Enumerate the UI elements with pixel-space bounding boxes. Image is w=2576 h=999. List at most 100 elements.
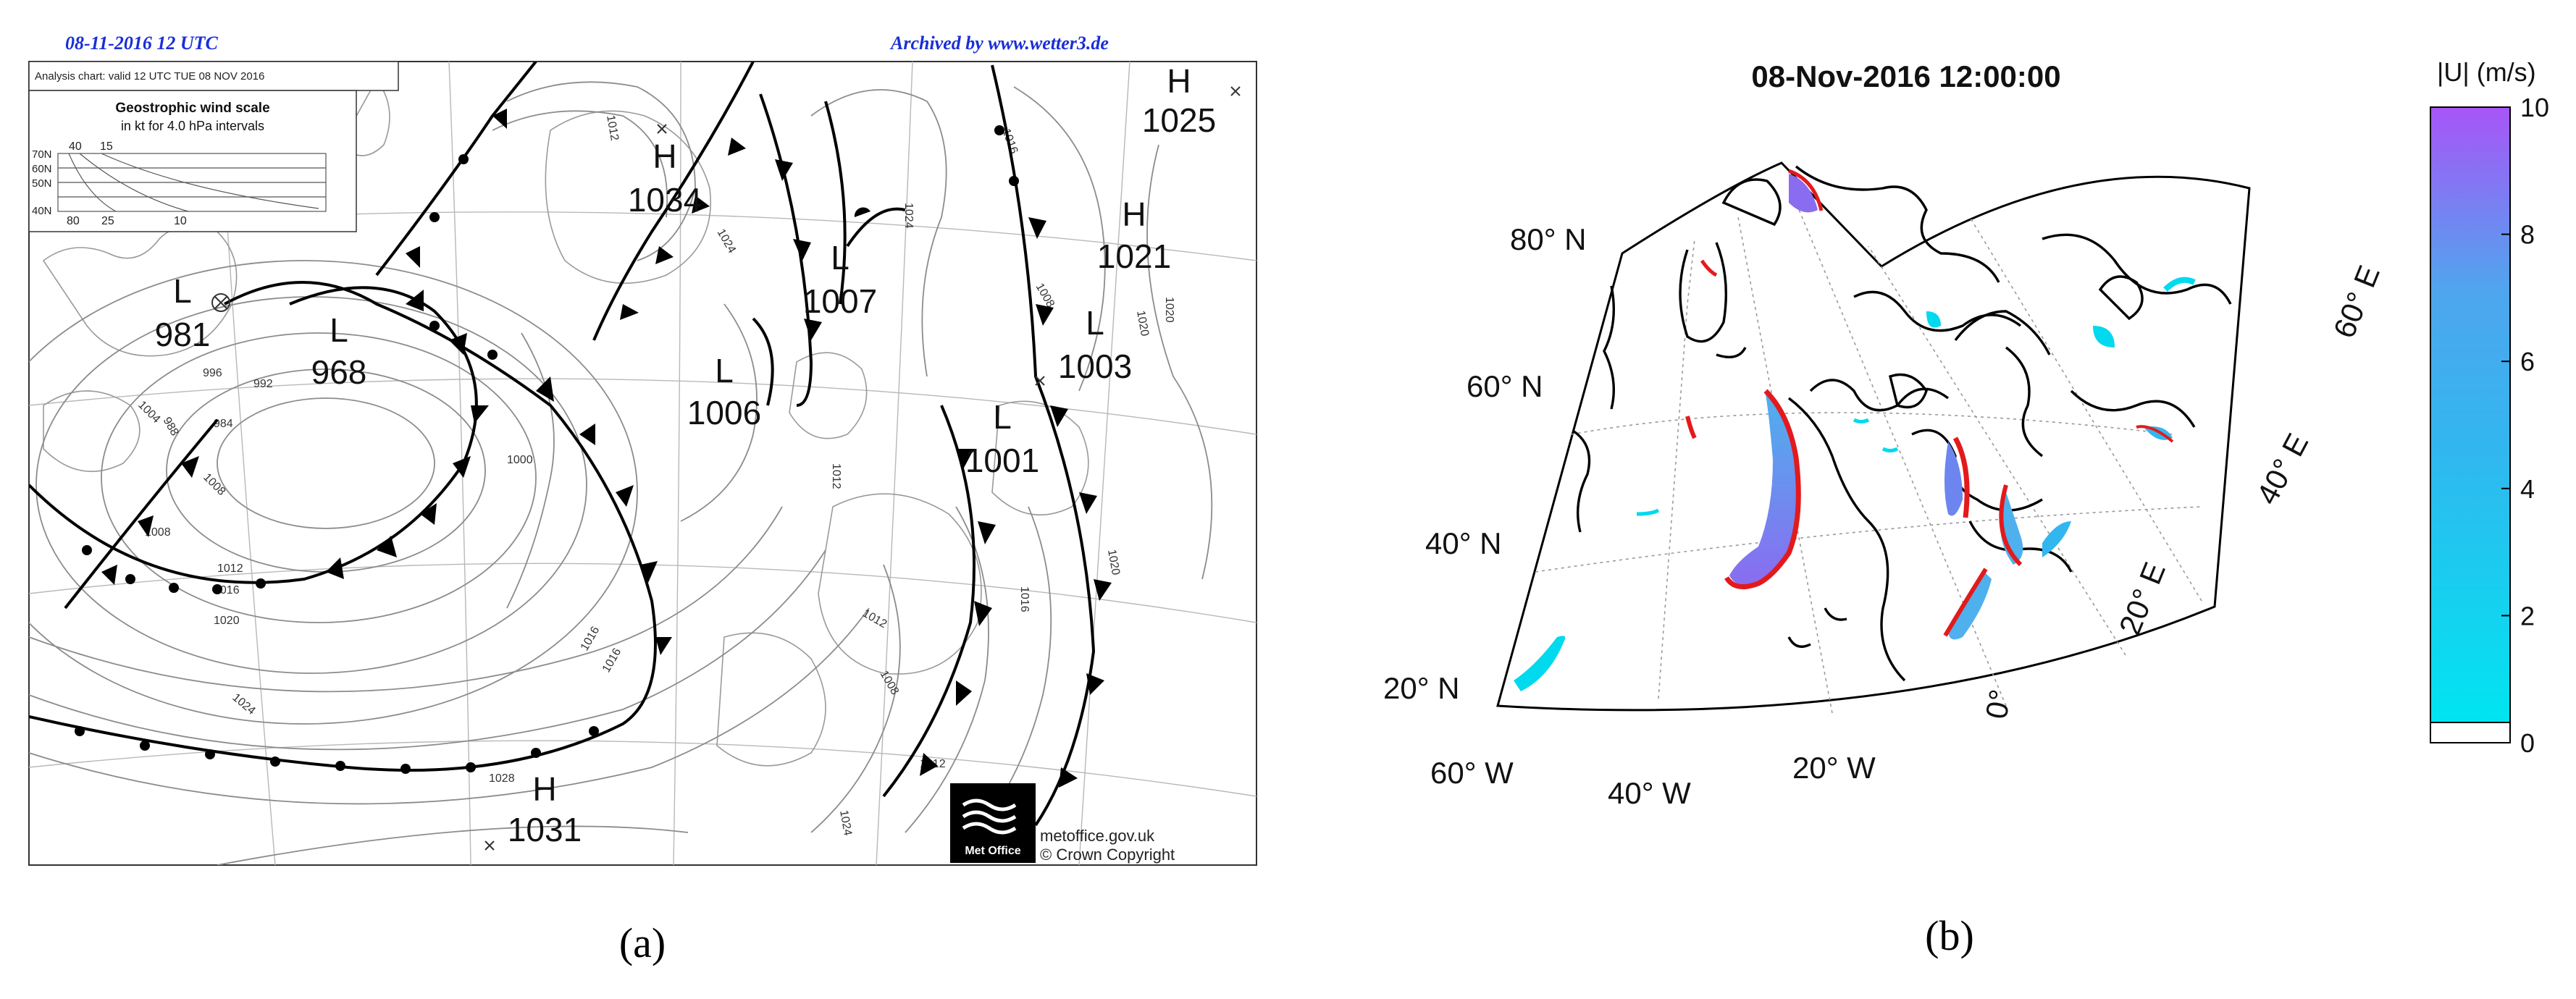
isobar-label: 1016 [1018,586,1031,612]
pressure-center-type: L [715,352,734,389]
jet-streak-south [1948,572,1992,640]
front-symbols [75,109,1112,788]
colorbar-label: |U| (m/s) [2437,57,2536,87]
cold-front-far-east [991,64,1096,827]
wind-scale-tick: 80 [67,215,80,227]
wind-scale-tick: 25 [101,215,114,227]
lat-label-60n: 60° N [1467,369,1543,403]
colorbar-zero-band [2430,722,2511,743]
pressure-center-value: 1003 [1058,347,1132,385]
pressure-center-type: H [532,770,556,808]
pressure-center-value: 968 [311,353,367,391]
cyan-patch [1514,636,1566,691]
isobar-label: 1008 [145,526,171,539]
occluded-uk [752,317,774,406]
cold-front-se [882,405,976,798]
map-grid [1535,202,2202,714]
isobar-label: 996 [203,367,222,379]
header-archive: Archived by www.wetter3.de [889,33,1109,54]
wind-scale-lat: 70N [32,148,52,161]
met-office-site: metoffice.gov.uk [1040,827,1155,845]
pressure-center-type: L [330,311,348,349]
isobar-label: 1012 [604,114,621,142]
pressure-center-type: H [653,138,676,175]
wind-scale-tick: 10 [174,215,187,227]
isobar-label: 1020 [1163,297,1175,323]
center-markers [211,86,1241,851]
isobar-label: 1020 [1134,310,1151,337]
pressure-center-type: L [993,398,1012,436]
jet-streak-med [1944,442,1963,516]
met-office-logo-text: Met Office [965,845,1020,857]
cold-front-atlantic [375,62,537,277]
wind-scale-lat: 60N [32,163,52,175]
wind-scale-subtitle: in kt for 4.0 hPa intervals [121,119,264,133]
warm-front-bump [854,207,870,217]
fronts [29,62,1096,827]
wind-scale-lat: 40N [32,205,52,217]
cold-front-main [29,286,478,584]
wind-scale-tick: 40 [69,140,82,153]
lon-label-40e: 40° E [2249,428,2315,510]
pressure-center-type: H [1122,195,1146,233]
cyan-patch [2042,521,2071,557]
wind-scale-title: Geostrophic wind scale [115,101,269,116]
isobar-label: 1012 [217,562,243,575]
met-office-logo-waves [962,798,1017,835]
cold-front-east [759,93,813,407]
isobar-label: 1020 [214,615,240,627]
pressure-center-value: 1021 [1097,237,1171,275]
jet-streak-atlantic [1729,395,1797,586]
lon-label-40w: 40° W [1608,776,1691,810]
pressure-center-value: 981 [155,316,211,353]
colorbar-tick-label: 0 [2520,728,2535,758]
isobar-label: 1024 [837,809,854,837]
wind-scale-box [28,90,357,232]
colorbar-tick-label: 2 [2520,601,2535,631]
lat-label-40n: 40° N [1425,526,1502,560]
wind-scale-lat: 50N [32,177,52,190]
isobar-label: 984 [214,418,233,430]
pressure-center-type: L [831,239,849,277]
pressure-center-value: 1006 [687,394,761,431]
chart-valid-box [28,61,399,91]
wind-scale-graph [57,153,327,212]
isobar-label: 992 [253,378,273,390]
trough [824,101,847,305]
isobar-label: 1028 [489,772,515,785]
panel-b-caption: (b) [1925,912,1974,959]
panel-b-title: 08-Nov-2016 12:00:00 [1751,59,2060,93]
isobar-label: 1020 [1105,549,1122,576]
pressure-center-type: L [173,272,192,310]
pressure-centers: H 1025 H 1034 H 1021 L 1007 L 981 L 968 … [155,62,1217,848]
colorbar-ticks: 0 2 4 6 8 10 [2501,93,2549,758]
cyan-patch [1926,311,1941,328]
colorbar-tick-label: 6 [2520,347,2535,376]
cyan-patch [2093,326,2115,347]
isobar-label: 1012 [830,463,842,489]
isobar-label: 1000 [507,454,533,466]
colorbar-tick-label: 8 [2520,220,2535,250]
colorbar-tick-label: 10 [2520,93,2549,122]
pressure-center-value: 1007 [803,282,877,320]
pressure-center-value: 1031 [508,811,582,848]
occluded-front [29,281,657,772]
pressure-center-value: 1001 [965,442,1039,479]
warm-front-left [64,418,219,610]
wind-scale-tick: 15 [100,140,113,153]
panel-a: 08-11-2016 12 UTC Archived by www.wetter… [28,33,1257,966]
wind-features [1514,169,2196,691]
met-office-logo [950,783,1036,863]
synoptic-map-body: 1012 1016 1020 1024 1008 1004 1000 996 9… [29,62,1256,865]
lon-label-60w: 60° W [1430,756,1514,790]
isobar-label: 1024 [902,203,915,229]
warm-front-arc [846,207,906,248]
colorbar-tick-label: 4 [2520,474,2535,504]
cold-front-north [592,62,755,341]
lon-label-0: 0° [1979,687,2018,722]
jet-streak-north [1789,174,1818,213]
panel-a-caption: (a) [619,919,666,966]
pressure-center-type: H [1167,62,1191,100]
met-office-copyright: © Crown Copyright [1040,846,1175,864]
